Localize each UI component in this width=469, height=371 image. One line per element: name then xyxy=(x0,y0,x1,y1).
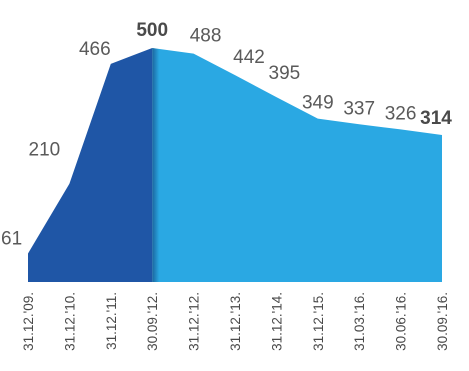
value-label: 314 xyxy=(420,108,452,129)
value-label: 442 xyxy=(233,47,265,68)
area-segment-recent xyxy=(152,48,442,282)
split-shadow xyxy=(152,48,160,282)
value-label: 61 xyxy=(1,228,22,249)
x-tick-label: 31.12.'11. xyxy=(104,292,119,350)
x-tick-label: 31.03.'16. xyxy=(352,292,367,351)
value-label: 488 xyxy=(190,26,222,47)
value-label: 500 xyxy=(136,20,168,41)
value-label: 337 xyxy=(343,98,375,119)
x-tick-label: 30.06.'16. xyxy=(394,292,409,351)
x-tick-label: 31.12.'15. xyxy=(311,292,326,351)
x-tick-label: 31.12.'14. xyxy=(269,292,284,351)
x-axis-tick-labels: 31.12.'09. 31.12.'10. 31.12.'11. 30.09.'12.… xyxy=(21,292,450,351)
x-tick-label: 30.09.'12. xyxy=(145,292,160,351)
x-tick-label: 31.12.'13. xyxy=(228,292,243,351)
value-label: 349 xyxy=(302,93,334,114)
chart-areas xyxy=(28,48,442,282)
value-label: 395 xyxy=(269,63,301,84)
x-tick-label: 31.12.'10. xyxy=(62,292,77,351)
value-label: 326 xyxy=(385,103,417,124)
value-label: 466 xyxy=(79,39,111,60)
value-label: 210 xyxy=(29,140,61,161)
x-tick-label: 31.12.'12. xyxy=(187,292,202,351)
x-tick-label: 30.09.'16. xyxy=(435,292,450,351)
area-segment-historical xyxy=(28,48,153,282)
x-tick-label: 31.12.'09. xyxy=(21,292,36,351)
